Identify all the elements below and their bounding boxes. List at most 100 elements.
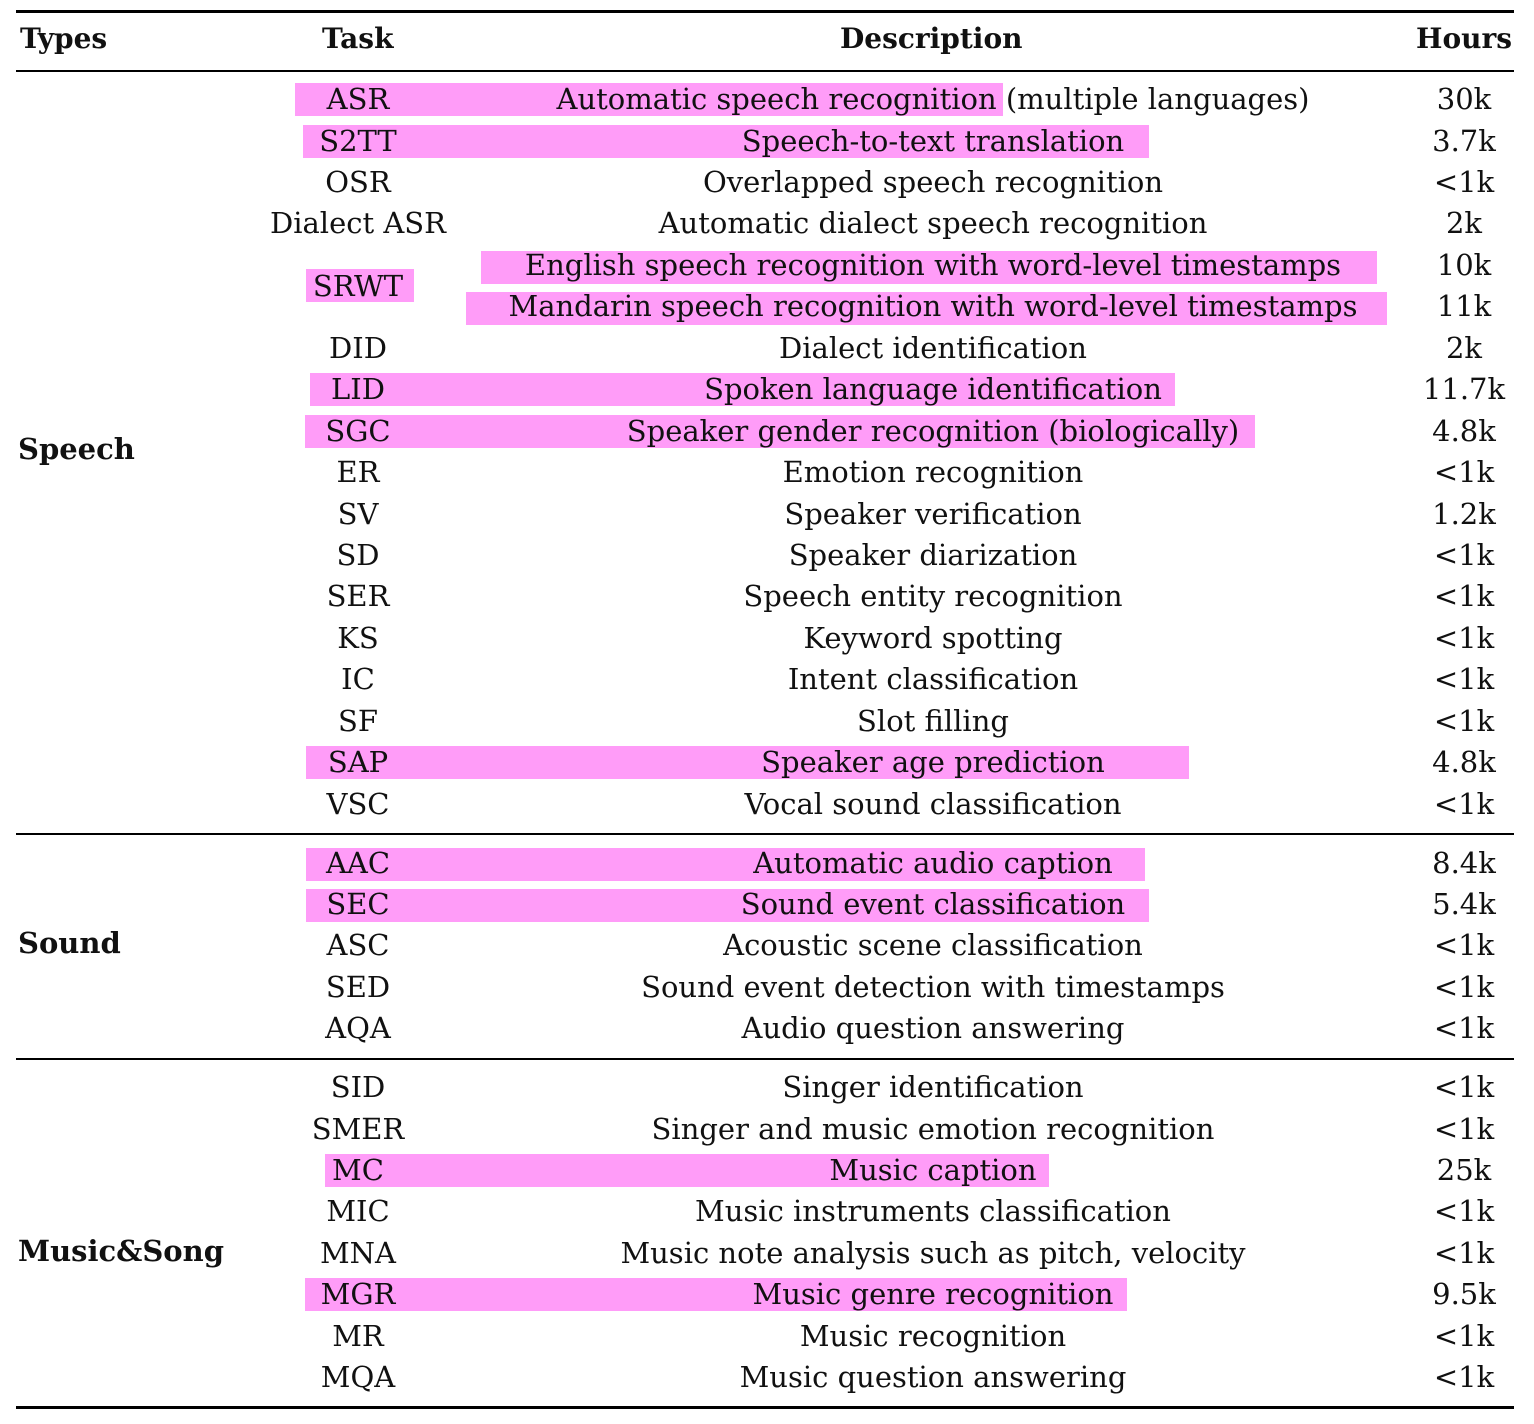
task-cell: SF	[338, 704, 378, 738]
hours-cell: 8.4k	[1432, 846, 1496, 880]
task-cell: ER	[336, 455, 380, 489]
description-cell: Speaker gender recognition (biologically…	[626, 414, 1240, 448]
hours-cell: <1k	[1433, 1194, 1495, 1228]
task-cell: SV	[337, 497, 379, 531]
table-row: MQA Music question answering <1k	[0, 1357, 1534, 1398]
table-row: AAC Automatic audio caption 8.4k	[0, 843, 1534, 884]
task-cell: MR	[332, 1319, 384, 1353]
hours-cell: 4.8k	[1432, 414, 1496, 448]
hours-cell: <1k	[1433, 928, 1495, 962]
task-cell: DID	[329, 331, 387, 365]
description-cell: Speech entity recognition	[743, 579, 1123, 613]
hours-cell: <1k	[1433, 662, 1495, 696]
hours-cell: <1k	[1433, 455, 1495, 489]
highlight-aac	[306, 848, 1145, 881]
description-cell: Emotion recognition	[782, 455, 1084, 489]
hours-cell: <1k	[1433, 579, 1495, 613]
hours-cell: 1.2k	[1432, 497, 1496, 531]
table-row: MIC Music instruments classification <1k	[0, 1191, 1534, 1232]
table-row: SID Singer identification <1k	[0, 1067, 1534, 1108]
task-cell: SGC	[325, 414, 391, 448]
hours-cell: <1k	[1433, 538, 1495, 572]
highlight-srwt-task	[306, 269, 414, 302]
task-cell	[230, 245, 486, 286]
hours-cell: <1k	[1433, 704, 1495, 738]
description-cell: Automatic speech recognition (multiple l…	[556, 82, 1310, 116]
table-row: OSR Overlapped speech recognition <1k	[0, 162, 1534, 203]
hours-cell: <1k	[1433, 1236, 1495, 1270]
highlight-sec	[306, 889, 1149, 922]
table-row: MC Music caption 25k	[0, 1150, 1534, 1191]
srwt-task-cell: SRWT	[0, 266, 1534, 307]
hours-cell: <1k	[1433, 621, 1495, 655]
task-cell: VSC	[326, 787, 390, 821]
task-cell: SED	[325, 970, 391, 1004]
table-row: SER Speech entity recognition <1k	[0, 576, 1534, 617]
task-cell: SRWT	[312, 269, 404, 303]
task-cell: SID	[330, 1070, 386, 1104]
header-description: Description	[840, 22, 1023, 55]
table-row: ASC Acoustic scene classification <1k	[0, 925, 1534, 966]
task-cell: MGR	[320, 1277, 396, 1311]
description-cell: Slot filling	[857, 704, 1009, 738]
speech-sound-rule	[16, 833, 1514, 835]
table-row: KS Keyword spotting <1k	[0, 618, 1534, 659]
task-cell: IC	[341, 662, 375, 696]
task-cell: LID	[331, 372, 385, 406]
hours-cell: 10k	[1436, 248, 1492, 282]
description-cell: Spoken language identification	[704, 372, 1162, 406]
hours-cell: 30k	[1436, 82, 1492, 116]
description-cell: Intent classification	[787, 662, 1079, 696]
description-cell: Acoustic scene classification	[723, 928, 1143, 962]
description-cell: Music caption	[829, 1153, 1037, 1187]
table-row: SED Sound event detection with timestamps…	[0, 967, 1534, 1008]
header-hours: Hours	[1416, 22, 1513, 55]
task-cell: AAC	[325, 846, 391, 880]
hours-cell: <1k	[1433, 970, 1495, 1004]
hours-cell: 4.8k	[1432, 745, 1496, 779]
description-cell: Music recognition	[799, 1319, 1067, 1353]
task-cell: KS	[337, 621, 379, 655]
hours-cell: <1k	[1433, 1070, 1495, 1104]
table-row: MR Music recognition <1k	[0, 1316, 1534, 1357]
table-row: SV Speaker verification 1.2k	[0, 494, 1534, 535]
hours-cell: 11.7k	[1422, 372, 1506, 406]
hours-cell: <1k	[1433, 1319, 1495, 1353]
task-cell: SAP	[327, 745, 389, 779]
description-cell: Sound event detection with timestamps	[641, 970, 1225, 1004]
table-row: SEC Sound event classification 5.4k	[0, 884, 1534, 925]
header-types: Types	[20, 22, 108, 55]
hours-cell: <1k	[1433, 787, 1495, 821]
table-row: LID Spoken language identification 11.7k	[0, 369, 1534, 410]
hours-cell: <1k	[1433, 1011, 1495, 1045]
table-row: SD Speaker diarization <1k	[0, 535, 1534, 576]
task-cell: SMER	[311, 1112, 405, 1146]
description-cell: Keyword spotting	[803, 621, 1063, 655]
task-cell: SD	[336, 538, 380, 572]
hours-cell: 9.5k	[1432, 1277, 1496, 1311]
description-cell: Vocal sound classification	[744, 787, 1122, 821]
highlight-s2tt	[303, 125, 1149, 158]
description-cell: English speech recognition with word-lev…	[524, 248, 1342, 282]
table-row: VSC Vocal sound classification <1k	[0, 784, 1534, 825]
highlight-srwt-mandarin	[466, 292, 1387, 325]
hours-cell: <1k	[1433, 1360, 1495, 1394]
description-cell: Automatic dialect speech recognition	[658, 206, 1208, 240]
hours-cell: <1k	[1433, 165, 1495, 199]
header-rule	[16, 70, 1514, 72]
description-cell: Speaker diarization	[788, 538, 1078, 572]
table-row: AQA Audio question answering <1k	[0, 1008, 1534, 1049]
description-cell: Automatic audio caption	[753, 846, 1113, 880]
description-cell: Singer identification	[782, 1070, 1084, 1104]
task-cell: MQA	[320, 1360, 396, 1394]
hours-cell: 3.7k	[1432, 124, 1496, 158]
task-cell: Dialect ASR	[269, 206, 446, 240]
task-cell	[230, 286, 486, 327]
table-row: MGR Music genre recognition 9.5k	[0, 1274, 1534, 1315]
task-cell: ASC	[326, 928, 390, 962]
task-cell: SER	[326, 579, 390, 613]
table-row: Mandarin speech recognition with word-le…	[0, 286, 1534, 327]
highlight-mgr	[305, 1278, 1127, 1311]
highlight-lid	[310, 373, 1175, 406]
